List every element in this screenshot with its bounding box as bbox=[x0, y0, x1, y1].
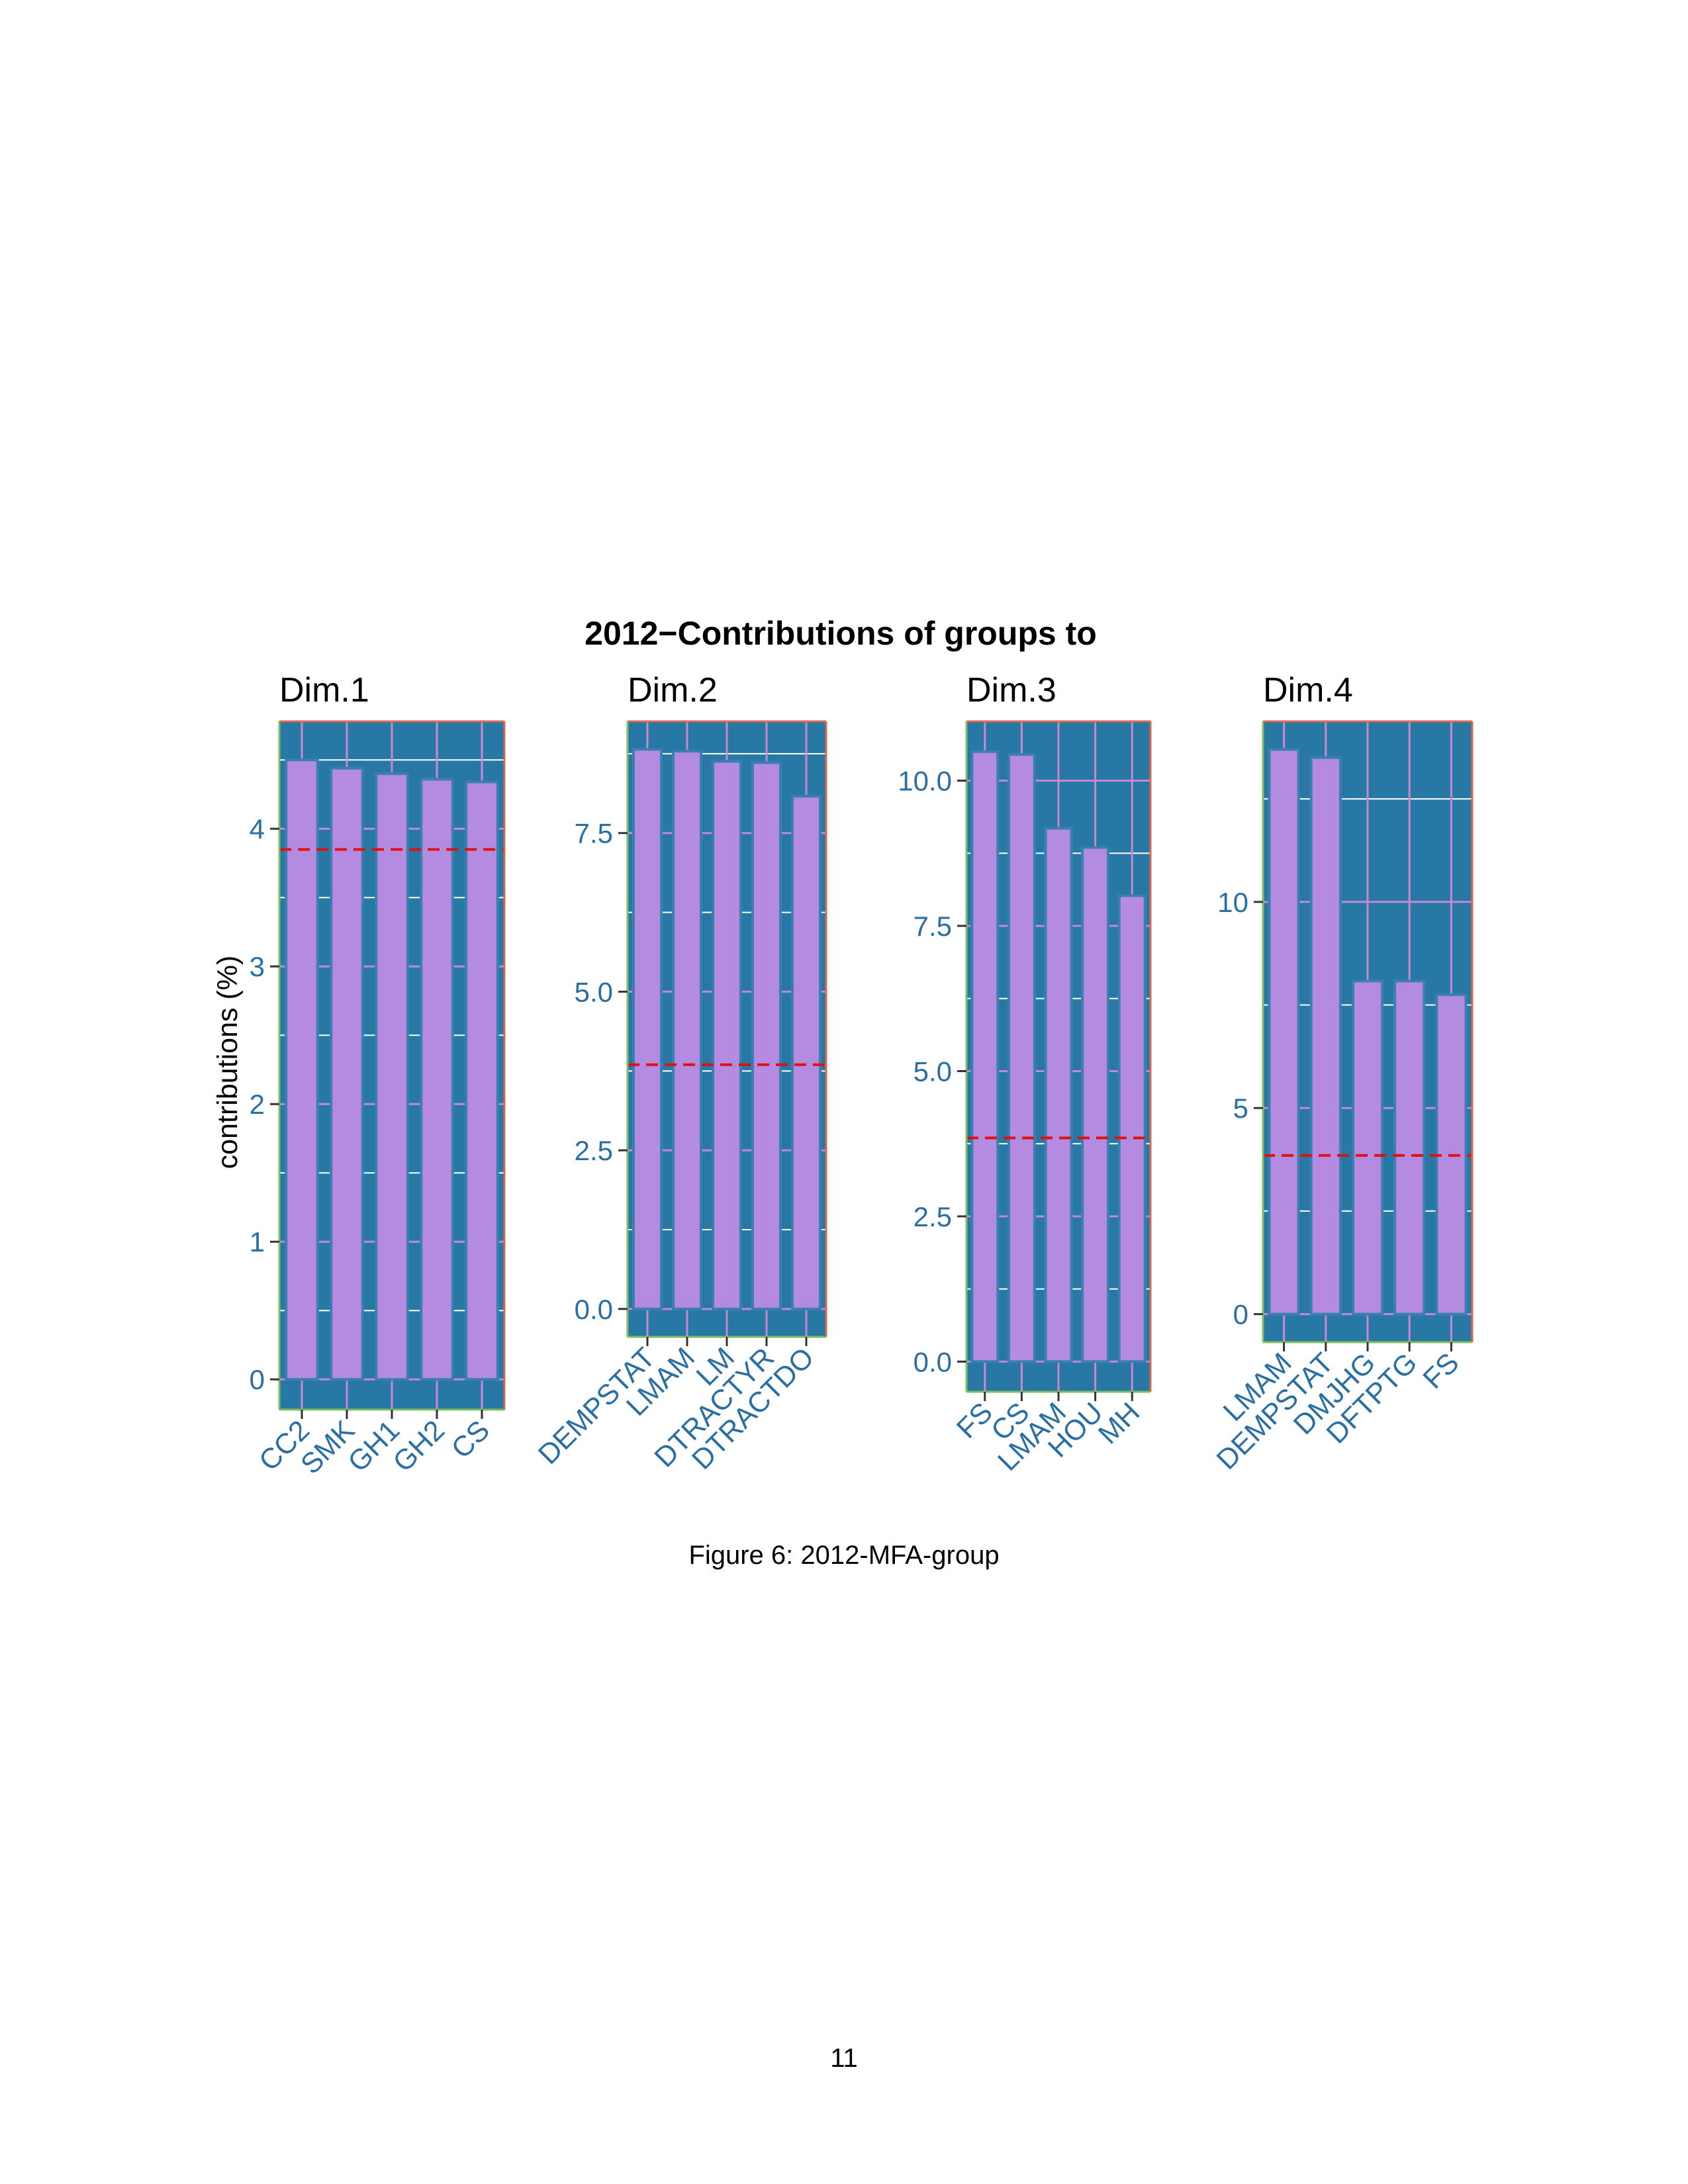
bar-mh bbox=[1117, 894, 1147, 1363]
y-tick-label: 7.5 bbox=[914, 911, 952, 942]
panel-title: Dim.3 bbox=[966, 671, 1056, 709]
y-tick-label: 7.5 bbox=[575, 818, 613, 849]
bar-lmam bbox=[1268, 748, 1300, 1316]
bar-gh2 bbox=[420, 778, 454, 1381]
category-label: MH bbox=[1092, 1396, 1146, 1450]
y-tick-label: 4 bbox=[250, 813, 265, 844]
y-tick-label: 2 bbox=[250, 1089, 265, 1120]
y-tick-label: 0.0 bbox=[914, 1346, 952, 1377]
y-tick-label: 2.5 bbox=[914, 1201, 952, 1232]
bar-dftptg bbox=[1393, 979, 1426, 1316]
y-axis-label: contributions (%) bbox=[212, 956, 244, 1169]
figure-caption: Figure 6: 2012-MFA-group bbox=[688, 1541, 1000, 1570]
panel-title: Dim.1 bbox=[279, 671, 369, 709]
bar-dtractyr bbox=[751, 761, 782, 1310]
bar-lmam bbox=[1044, 827, 1073, 1363]
bar-cc2 bbox=[285, 758, 319, 1381]
category-label: GH2 bbox=[387, 1414, 451, 1478]
bar-fs bbox=[970, 750, 1000, 1363]
bar-dmjhg bbox=[1351, 979, 1384, 1316]
bar-gh1 bbox=[375, 772, 409, 1381]
chart-panels: Dim.101234CC2SMKGH1GH2CSDim.20.02.55.07.… bbox=[250, 671, 1474, 1480]
panel-title: Dim.2 bbox=[628, 671, 718, 709]
y-tick-label: 5.0 bbox=[575, 976, 613, 1007]
panel-2: Dim.20.02.55.07.5DEMPSTATLMAMLMDTRACTYRD… bbox=[532, 671, 827, 1476]
y-tick-label: 2.5 bbox=[575, 1135, 613, 1166]
y-tick-label: 0 bbox=[250, 1364, 265, 1395]
y-tick-label: 0.0 bbox=[575, 1294, 613, 1325]
bar-lmam bbox=[672, 750, 702, 1310]
bar-smk bbox=[330, 766, 364, 1381]
bar-dempstat bbox=[632, 748, 663, 1310]
category-label: FS bbox=[1417, 1347, 1466, 1395]
y-tick-label: 0 bbox=[1233, 1299, 1248, 1330]
page-number: 11 bbox=[830, 2044, 858, 2073]
bar-lm bbox=[712, 760, 742, 1310]
figure-title: 2012−Contributions of groups to bbox=[585, 615, 1097, 652]
bar-cs bbox=[1007, 753, 1036, 1363]
y-tick-label: 10.0 bbox=[898, 766, 952, 797]
y-tick-label: 1 bbox=[250, 1226, 265, 1257]
bar-dtractdo bbox=[791, 795, 821, 1310]
bar-dempstat bbox=[1309, 756, 1342, 1316]
y-tick-label: 5.0 bbox=[914, 1056, 952, 1087]
bar-cs bbox=[465, 780, 499, 1381]
y-tick-label: 10 bbox=[1217, 887, 1248, 918]
y-tick-label: 5 bbox=[1233, 1093, 1248, 1124]
category-label: CS bbox=[445, 1414, 496, 1465]
panel-title: Dim.4 bbox=[1263, 671, 1353, 709]
y-tick-label: 3 bbox=[250, 951, 265, 982]
bar-hou bbox=[1081, 846, 1110, 1363]
